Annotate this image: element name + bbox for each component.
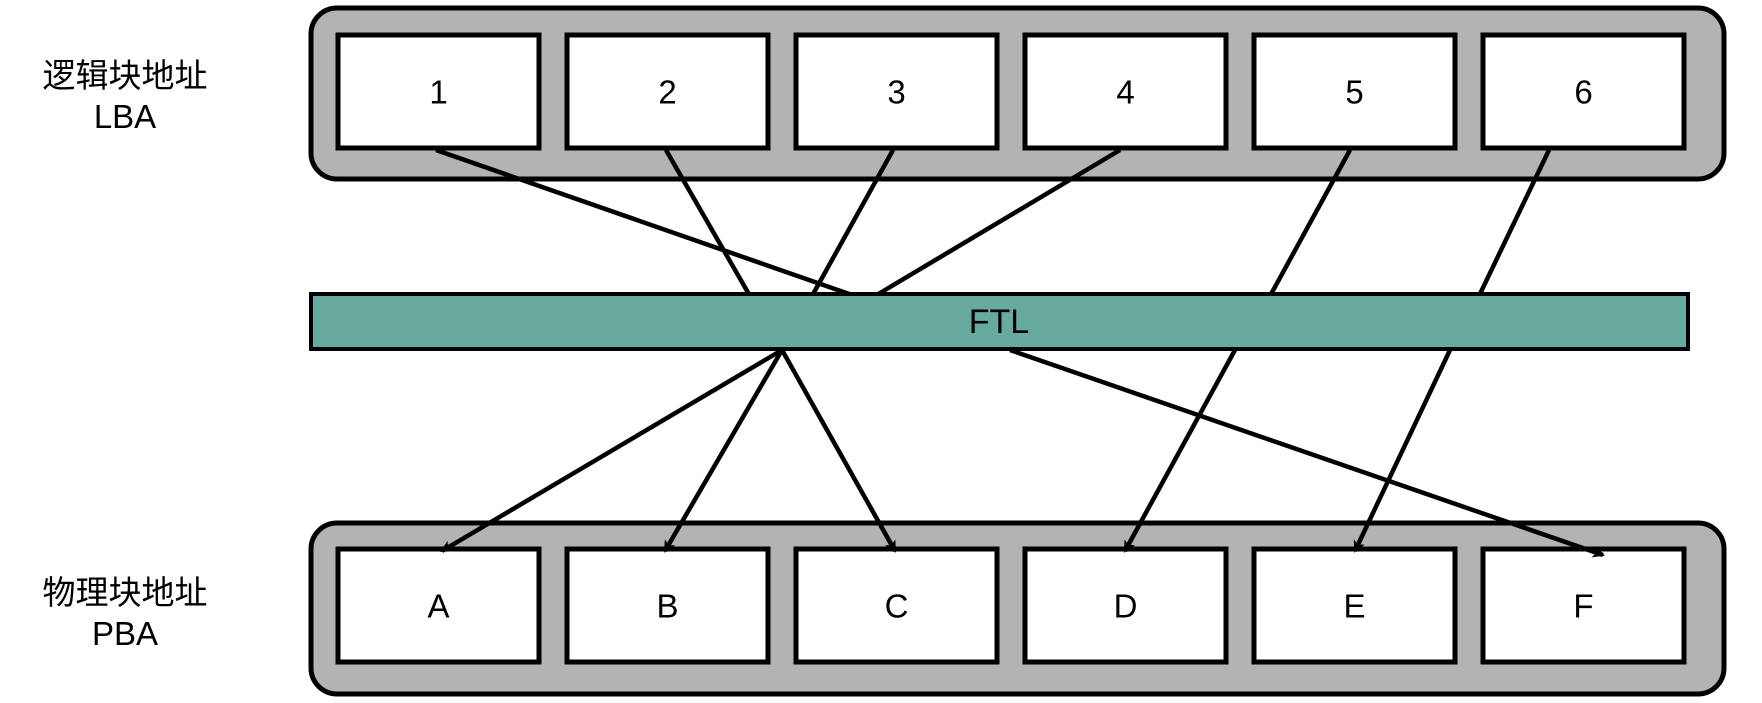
lba-block-4 (1022, 32, 1229, 151)
pba-label-en: PBA (92, 615, 158, 652)
pba-block-a (335, 546, 542, 665)
pba-block-label-e: E (1343, 588, 1365, 625)
pba-blocks: A B C D E F (335, 546, 1687, 665)
pba-block-b (564, 546, 771, 665)
mapping-arrow-4-to-a (440, 348, 784, 553)
mapping-arrowheads (440, 347, 1605, 558)
lba-block-label-4: 4 (1116, 74, 1134, 111)
lba-block-label-2: 2 (658, 74, 676, 111)
lba-block-6 (1480, 32, 1687, 151)
mapping-arrow-2-to-c (780, 348, 897, 553)
mapping-arrow-1-to-f (1009, 347, 1605, 558)
mapping-lines (435, 147, 1552, 299)
lba-blocks: 1 2 3 4 5 6 (335, 32, 1687, 151)
lba-block-5 (1251, 32, 1458, 151)
mapping-arrow-5-to-d (1123, 348, 1237, 553)
pba-block-label-b: B (656, 588, 678, 625)
lba-block-label-1: 1 (429, 74, 447, 111)
pba-block-d (1022, 546, 1229, 665)
lba-block-3 (793, 32, 1000, 151)
pba-block-f (1480, 546, 1687, 665)
lba-block-1 (335, 32, 542, 151)
mapping-line-upper-3 (810, 148, 895, 298)
pba-block-c (793, 546, 1000, 665)
pba-block-label-c: C (885, 588, 909, 625)
mapping-line-upper-5 (1268, 148, 1352, 298)
pba-label-cn: 物理块地址 (43, 574, 208, 611)
lba-label-cn: 逻辑块地址 (43, 57, 208, 94)
lba-block-label-6: 6 (1574, 74, 1592, 111)
lba-block-label-3: 3 (887, 74, 905, 111)
ftl-bar (309, 292, 1690, 351)
mapping-line-upper-6 (1476, 149, 1552, 297)
pba-block-label-d: D (1114, 588, 1138, 625)
lba-label-en: LBA (94, 98, 156, 135)
lba-block-2 (564, 32, 771, 151)
mapping-arrow-6-to-e (1352, 349, 1453, 553)
ftl-label: FTL (969, 303, 1029, 341)
mapping-line-upper-1 (435, 147, 856, 299)
lba-block-label-5: 5 (1345, 74, 1363, 111)
pba-block-label-a: A (427, 588, 449, 625)
mapping-arrow-3-to-b (663, 348, 784, 553)
mapping-line-upper-2 (664, 148, 752, 298)
pba-block-e (1251, 546, 1458, 665)
pba-block-label-f: F (1573, 588, 1593, 625)
mapping-line-upper-4 (873, 148, 1122, 298)
